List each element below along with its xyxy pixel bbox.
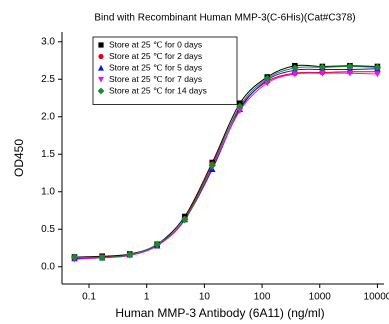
- y-tick-label: 2.5: [41, 74, 55, 85]
- data-point: [318, 63, 327, 71]
- y-axis-label: OD450: [12, 139, 26, 177]
- y-tick-label: 0.0: [41, 261, 55, 272]
- y-tick-label: 2.0: [41, 111, 55, 122]
- data-point: [291, 71, 299, 78]
- data-point: [374, 71, 381, 78]
- data-point: [236, 107, 244, 115]
- data-point: [208, 161, 216, 170]
- legend-marker: [98, 64, 104, 71]
- y-tick-label: 3.0: [41, 36, 55, 47]
- data-point: [98, 254, 106, 262]
- legend-label: Store at 25 ℃ for 14 days: [109, 85, 207, 95]
- data-point: [153, 240, 161, 248]
- y-tick-label: 0.5: [41, 224, 55, 235]
- legend-marker: [97, 87, 105, 95]
- legend-label: Store at 25 ℃ for 5 days: [109, 62, 202, 72]
- data-point: [181, 215, 189, 224]
- x-tick-label: 100: [254, 292, 271, 303]
- x-tick-label: 10: [199, 292, 211, 303]
- legend-label: Store at 25 ℃ for 0 days: [109, 39, 202, 49]
- data-point: [346, 70, 354, 77]
- legend-box: [92, 36, 238, 105]
- legend-marker: [98, 53, 104, 60]
- legend-label: Store at 25 ℃ for 2 days: [109, 51, 202, 61]
- legend-label: Store at 25 ℃ for 7 days: [109, 74, 202, 84]
- data-point: [126, 251, 134, 259]
- data-point: [70, 253, 79, 261]
- y-tick-label: 1.5: [41, 149, 55, 160]
- x-tick-label: 0.1: [82, 292, 96, 303]
- data-point: [264, 80, 271, 87]
- chart-title: Bind with Recombinant Human MMP-3(C-6His…: [94, 13, 355, 24]
- data-point: [291, 64, 299, 72]
- data-point: [236, 102, 244, 110]
- y-tick-label: 1.0: [41, 186, 55, 197]
- data-point: [319, 70, 326, 77]
- x-tick-label: 10000: [364, 292, 389, 303]
- legend-marker: [98, 76, 104, 83]
- legend-marker: [98, 42, 104, 48]
- x-tick-label: 1: [144, 292, 150, 303]
- x-tick-label: 1000: [309, 292, 332, 303]
- data-point: [263, 74, 271, 83]
- x-axis-label: Human MMP-3 Antibody (6A11) (ng/ml): [115, 306, 324, 320]
- data-point: [346, 62, 354, 71]
- data-point: [373, 63, 382, 71]
